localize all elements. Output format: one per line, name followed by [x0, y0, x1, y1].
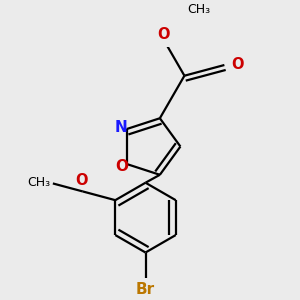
Text: O: O — [75, 173, 88, 188]
Text: Br: Br — [136, 282, 155, 297]
Text: CH₃: CH₃ — [187, 3, 210, 16]
Text: O: O — [158, 27, 170, 42]
Text: O: O — [231, 57, 243, 72]
Text: O: O — [116, 159, 128, 174]
Text: CH₃: CH₃ — [27, 176, 50, 189]
Text: N: N — [115, 120, 127, 135]
